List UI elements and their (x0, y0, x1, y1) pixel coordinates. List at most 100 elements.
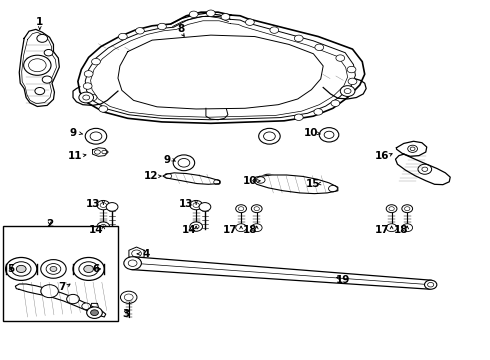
Circle shape (347, 66, 356, 73)
Circle shape (270, 27, 279, 33)
Text: 15: 15 (306, 179, 320, 189)
Text: 11: 11 (68, 150, 83, 161)
Circle shape (121, 291, 137, 303)
Circle shape (245, 19, 254, 26)
Circle shape (314, 109, 323, 115)
Circle shape (44, 49, 53, 56)
Circle shape (106, 203, 118, 211)
Circle shape (37, 35, 48, 42)
Polygon shape (395, 154, 450, 185)
Circle shape (418, 164, 432, 174)
Text: 14: 14 (89, 225, 103, 235)
Circle shape (386, 205, 397, 213)
Text: 13: 13 (86, 199, 101, 210)
Circle shape (386, 224, 397, 231)
Circle shape (342, 89, 351, 95)
Text: 3: 3 (122, 310, 129, 319)
Circle shape (91, 310, 98, 316)
Circle shape (236, 205, 246, 213)
Circle shape (83, 83, 92, 89)
FancyBboxPatch shape (3, 226, 118, 320)
Text: 17: 17 (374, 225, 389, 235)
Circle shape (331, 100, 340, 107)
Circle shape (340, 86, 355, 96)
Polygon shape (93, 148, 108, 156)
Text: 18: 18 (243, 225, 257, 235)
Polygon shape (78, 12, 365, 123)
Circle shape (41, 285, 58, 298)
Circle shape (41, 260, 66, 278)
Text: 4: 4 (143, 249, 150, 259)
Polygon shape (396, 141, 427, 156)
Circle shape (42, 76, 52, 83)
Polygon shape (163, 173, 220, 184)
Text: 7: 7 (59, 282, 66, 292)
Text: 19: 19 (336, 275, 350, 285)
Circle shape (259, 129, 280, 144)
Text: 6: 6 (92, 264, 99, 274)
Text: 18: 18 (394, 225, 409, 235)
Circle shape (99, 106, 108, 112)
Circle shape (85, 129, 107, 144)
Polygon shape (15, 284, 106, 317)
Circle shape (11, 262, 31, 276)
Circle shape (124, 257, 142, 270)
Circle shape (158, 23, 166, 30)
Circle shape (5, 257, 37, 280)
Circle shape (260, 174, 277, 187)
Circle shape (84, 265, 94, 273)
Circle shape (82, 303, 91, 310)
Circle shape (73, 257, 104, 280)
Circle shape (251, 224, 262, 231)
Circle shape (336, 55, 344, 61)
Circle shape (92, 58, 100, 65)
Circle shape (190, 201, 202, 210)
Circle shape (315, 44, 324, 50)
Circle shape (294, 35, 303, 41)
Text: 2: 2 (46, 219, 53, 229)
Circle shape (79, 262, 98, 276)
Circle shape (199, 203, 211, 211)
Circle shape (136, 28, 145, 34)
Circle shape (348, 78, 357, 85)
Circle shape (84, 71, 93, 77)
Text: 10: 10 (243, 176, 257, 186)
Circle shape (119, 33, 127, 40)
Text: 17: 17 (223, 225, 238, 235)
Circle shape (402, 205, 413, 213)
Circle shape (16, 265, 26, 273)
Text: 10: 10 (304, 129, 318, 138)
Circle shape (87, 307, 102, 319)
Circle shape (221, 14, 230, 20)
Circle shape (79, 92, 94, 103)
Circle shape (294, 114, 303, 121)
Text: 13: 13 (179, 199, 194, 210)
Circle shape (88, 94, 97, 101)
Polygon shape (129, 247, 144, 260)
Circle shape (190, 222, 202, 231)
Circle shape (35, 87, 45, 95)
Circle shape (46, 264, 61, 274)
Circle shape (251, 205, 262, 213)
Polygon shape (118, 35, 323, 109)
Circle shape (97, 222, 110, 231)
Circle shape (24, 55, 51, 75)
Text: 14: 14 (182, 225, 196, 235)
Text: 12: 12 (144, 171, 158, 181)
Circle shape (206, 10, 215, 17)
Circle shape (50, 266, 57, 271)
Text: 16: 16 (374, 150, 389, 161)
Text: 1: 1 (36, 17, 44, 27)
Polygon shape (19, 30, 59, 107)
Text: 9: 9 (163, 155, 171, 165)
Circle shape (33, 60, 47, 70)
Polygon shape (253, 175, 338, 194)
Circle shape (236, 224, 246, 231)
Circle shape (67, 294, 79, 304)
Circle shape (97, 201, 110, 210)
Circle shape (319, 128, 339, 142)
Text: 8: 8 (178, 24, 185, 35)
Circle shape (173, 155, 195, 171)
Circle shape (424, 280, 437, 289)
Circle shape (402, 224, 413, 231)
